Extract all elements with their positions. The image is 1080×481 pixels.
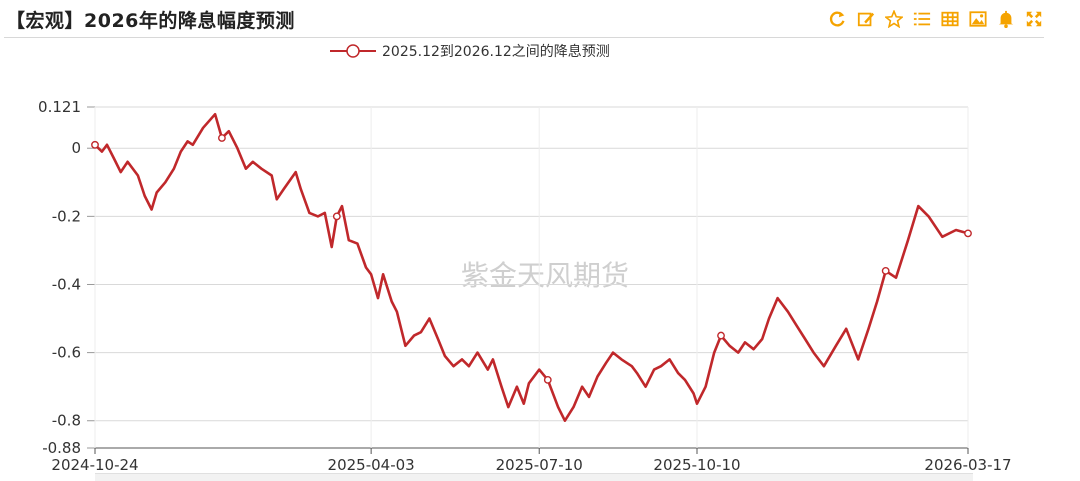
x-tick-label: 2026-03-17 — [924, 456, 1011, 474]
list-icon[interactable] — [912, 9, 932, 29]
title-divider — [4, 37, 1044, 38]
star-icon[interactable] — [884, 9, 904, 29]
edit-icon[interactable] — [856, 9, 876, 29]
range-scrollbar[interactable] — [95, 473, 973, 481]
image-icon[interactable] — [968, 9, 988, 29]
y-tick-label: 0 — [71, 139, 81, 157]
data-point-marker — [964, 229, 972, 238]
data-point-marker — [543, 375, 552, 384]
legend-label: 2025.12到2026.12之间的降息预测 — [382, 44, 610, 60]
x-tick-label: 2025-10-10 — [653, 456, 740, 474]
legend-marker-icon — [330, 44, 376, 58]
data-point-marker — [881, 266, 890, 275]
x-tick-label: 2024-10-24 — [51, 456, 138, 474]
data-point-marker — [332, 212, 341, 221]
data-point-marker — [91, 140, 99, 149]
bell-icon[interactable] — [996, 9, 1016, 29]
table-icon[interactable] — [940, 9, 960, 29]
series-line — [94, 112, 969, 423]
y-tick-label: -0.8 — [52, 412, 81, 430]
y-tick-label: -0.4 — [52, 275, 81, 293]
x-tick-label: 2025-07-10 — [496, 456, 583, 474]
chart-toolbar — [828, 9, 1044, 29]
y-tick-label: 0.121 — [38, 98, 81, 116]
x-tick-label: 2025-04-03 — [328, 456, 415, 474]
y-tick-label: -0.2 — [52, 207, 81, 225]
data-point-marker — [218, 134, 226, 142]
data-point-marker — [717, 331, 725, 340]
chart-title: 【宏观】2026年的降息幅度预测 — [6, 10, 295, 32]
watermark: 紫金天风期货 — [461, 259, 629, 292]
y-tick-label: -0.88 — [42, 439, 81, 457]
fullscreen-icon[interactable] — [1024, 9, 1044, 29]
legend-item[interactable]: 2025.12到2026.12之间的降息预测 — [330, 41, 610, 61]
refresh-icon[interactable] — [828, 9, 848, 29]
y-tick-label: -0.6 — [52, 344, 81, 362]
